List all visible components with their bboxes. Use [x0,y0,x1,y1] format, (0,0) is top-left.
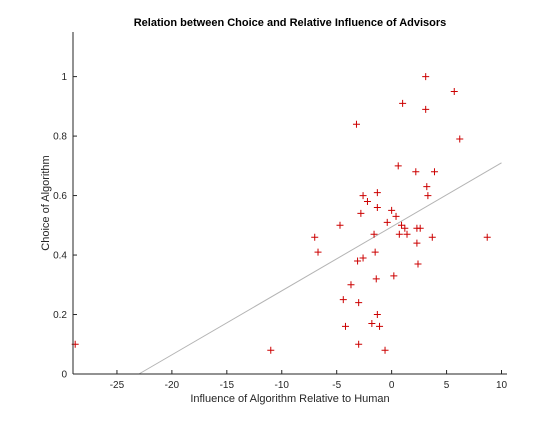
y-tick-label: 0 [61,370,67,381]
data-point [414,260,422,268]
data-point [352,120,360,128]
data-point [373,189,381,197]
y-tick-label: 0.4 [53,251,67,262]
fit-line-layer [138,162,502,375]
data-points-layer [71,73,491,354]
x-ticks: -25 -20 -15 -10 -5 0 5 10 [110,370,508,391]
data-point [450,87,458,95]
data-point [359,192,367,200]
data-point [376,322,384,330]
data-point [373,203,381,211]
data-point [456,135,464,143]
data-point [347,281,355,289]
data-point [423,183,431,191]
data-point [413,239,421,247]
data-point [424,192,432,200]
data-point [339,296,347,304]
data-point [422,73,430,81]
data-point [383,218,391,226]
data-point [267,346,275,354]
x-tick-label: -5 [332,380,341,391]
y-tick-label: 0.8 [53,132,67,143]
data-point [354,257,362,265]
y-tick-label: 0.2 [53,310,67,321]
axes [72,32,507,375]
data-point [368,319,376,327]
data-point [359,254,367,262]
x-axis-label: Influence of Algorithm Relative to Human [190,393,389,405]
data-point [399,99,407,107]
chart-title: Relation between Choice and Relative Inf… [134,17,447,29]
data-point [311,233,319,241]
y-tick-label: 1 [61,72,67,83]
plot-area [73,32,507,374]
x-tick-label: 0 [389,380,395,391]
data-point [381,346,389,354]
x-tick-label: 5 [444,380,450,391]
data-point [363,198,371,206]
data-point [357,209,365,217]
data-point [416,224,424,232]
data-point [336,221,344,229]
data-point [392,212,400,220]
data-point [370,230,378,238]
data-point [401,224,409,232]
x-tick-label: -10 [275,380,290,391]
data-point [394,162,402,170]
data-point [355,340,363,348]
data-point [373,311,381,319]
data-point [390,272,398,280]
data-point [395,230,403,238]
data-point [372,275,380,283]
data-point [422,105,430,113]
data-point [371,248,379,256]
data-point [355,299,363,307]
y-axis-label: Choice of Algorithm [40,155,52,250]
data-point [341,322,349,330]
x-tick-label: -25 [110,380,125,391]
data-point [398,221,406,229]
data-point [430,168,438,176]
data-point [314,248,322,256]
y-tick-label: 0.6 [53,191,67,202]
x-tick-label: -20 [165,380,180,391]
x-tick-label: 10 [496,380,508,391]
fit-line [138,162,502,375]
x-tick-label: -15 [220,380,235,391]
data-point [403,230,411,238]
data-point [388,206,396,214]
data-point [412,168,420,176]
y-ticks: 0 0.2 0.4 0.6 0.8 1 [53,72,77,381]
data-point [428,233,436,241]
data-point [483,233,491,241]
